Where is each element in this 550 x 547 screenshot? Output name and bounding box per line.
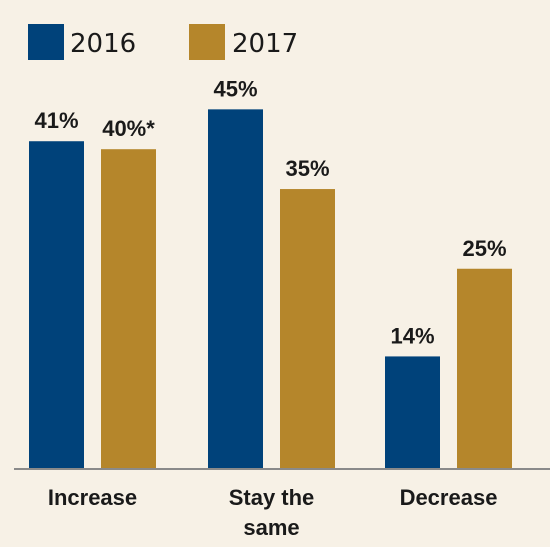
legend-swatch-2016 [28, 24, 64, 60]
bar-2016-stay-the-same [208, 109, 263, 468]
value-label-2017-increase: 40%* [102, 116, 155, 141]
chart-category-labels: Increase Stay the same Decrease [48, 485, 498, 540]
value-label-2016-increase: 41% [34, 108, 78, 133]
legend-label-2016: 2016 [70, 29, 136, 59]
category-label-decrease: Decrease [400, 485, 498, 510]
legend-swatch-2017 [189, 24, 225, 60]
chart-bars [29, 109, 512, 469]
value-label-2017-decrease: 25% [462, 236, 506, 261]
category-label-increase: Increase [48, 485, 137, 510]
legend-label-2017: 2017 [232, 29, 298, 59]
category-label-stay-the-same: Stay the same [229, 485, 315, 540]
value-label-2017-stay-the-same: 35% [285, 156, 329, 181]
bar-2017-stay-the-same [280, 189, 335, 469]
value-label-2016-stay-the-same: 45% [213, 76, 257, 101]
chart-legend: 2016 2017 [28, 24, 298, 60]
bar-2017-increase [101, 149, 156, 468]
bar-2016-increase [29, 141, 84, 469]
chart-value-labels: 41% 40%* 45% 35% 14% 25% [34, 76, 506, 348]
bar-2017-decrease [457, 268, 512, 468]
bar-2016-decrease [385, 356, 440, 468]
value-label-2016-decrease: 14% [390, 323, 434, 348]
